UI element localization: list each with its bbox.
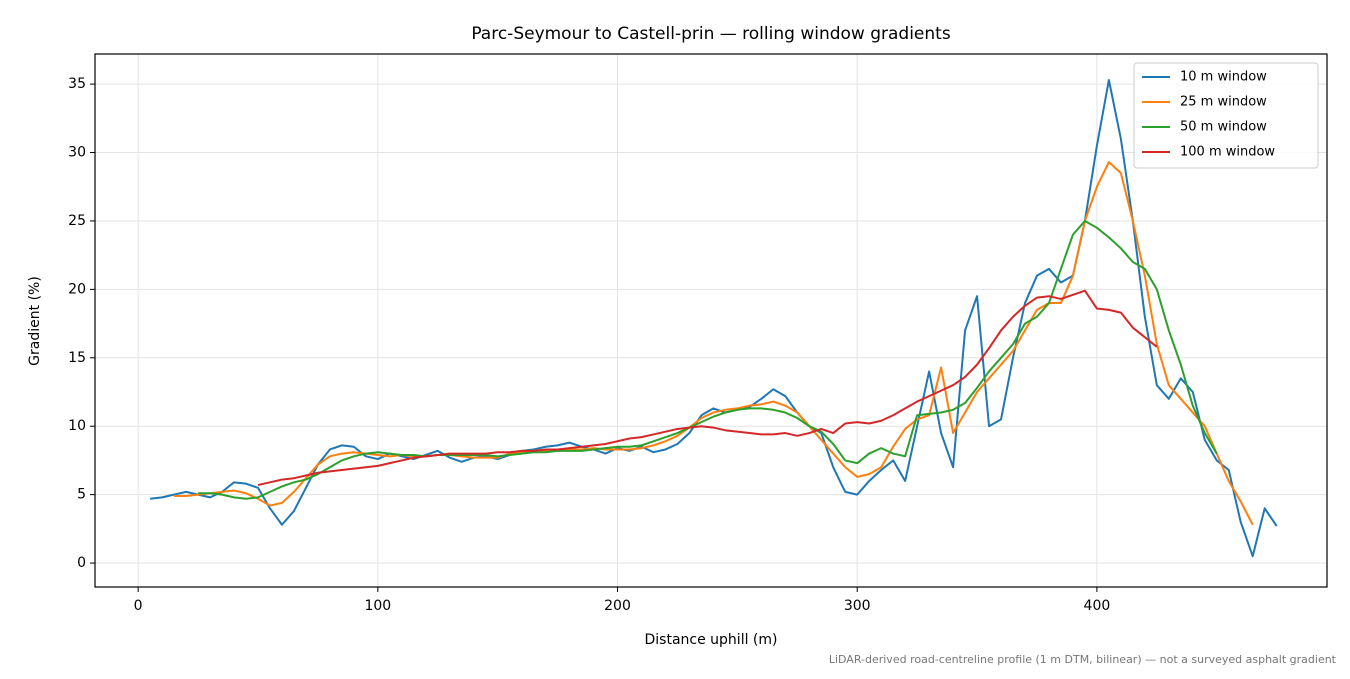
x-tick-label: 300 [844,598,871,614]
x-tick-label: 200 [604,598,631,614]
data-line [174,161,1254,526]
legend-label: 25 m window [1180,95,1267,110]
legend-label: 100 m window [1180,145,1275,160]
x-tick-label: 100 [364,598,391,614]
legend-box [1133,62,1319,169]
chart-title: Parc-Seymour to Castell-prin — rolling w… [471,24,951,44]
x-axis-label: Distance uphill (m) [645,632,778,648]
y-axis-label: Gradient (%) [27,276,43,366]
legend-label: 50 m window [1180,120,1267,135]
data-line [198,219,1218,500]
plot-frame [94,53,1328,588]
legend-label: 10 m window [1180,70,1267,85]
y-tick-label: 30 [68,145,86,161]
data-line [257,289,1158,487]
data-line [150,79,1278,558]
y-tick-label: 35 [68,76,86,92]
y-tick-label: 25 [68,213,86,229]
y-tick-label: 10 [68,418,86,434]
footnote: LiDAR-derived road-centreline profile (1… [829,653,1337,666]
x-tick-label: 400 [1084,598,1111,614]
y-tick-label: 15 [68,350,86,366]
y-tick-label: 5 [77,487,86,503]
y-tick-label: 0 [77,555,86,571]
y-tick-label: 20 [68,281,86,297]
x-tick-label: 0 [134,598,143,614]
